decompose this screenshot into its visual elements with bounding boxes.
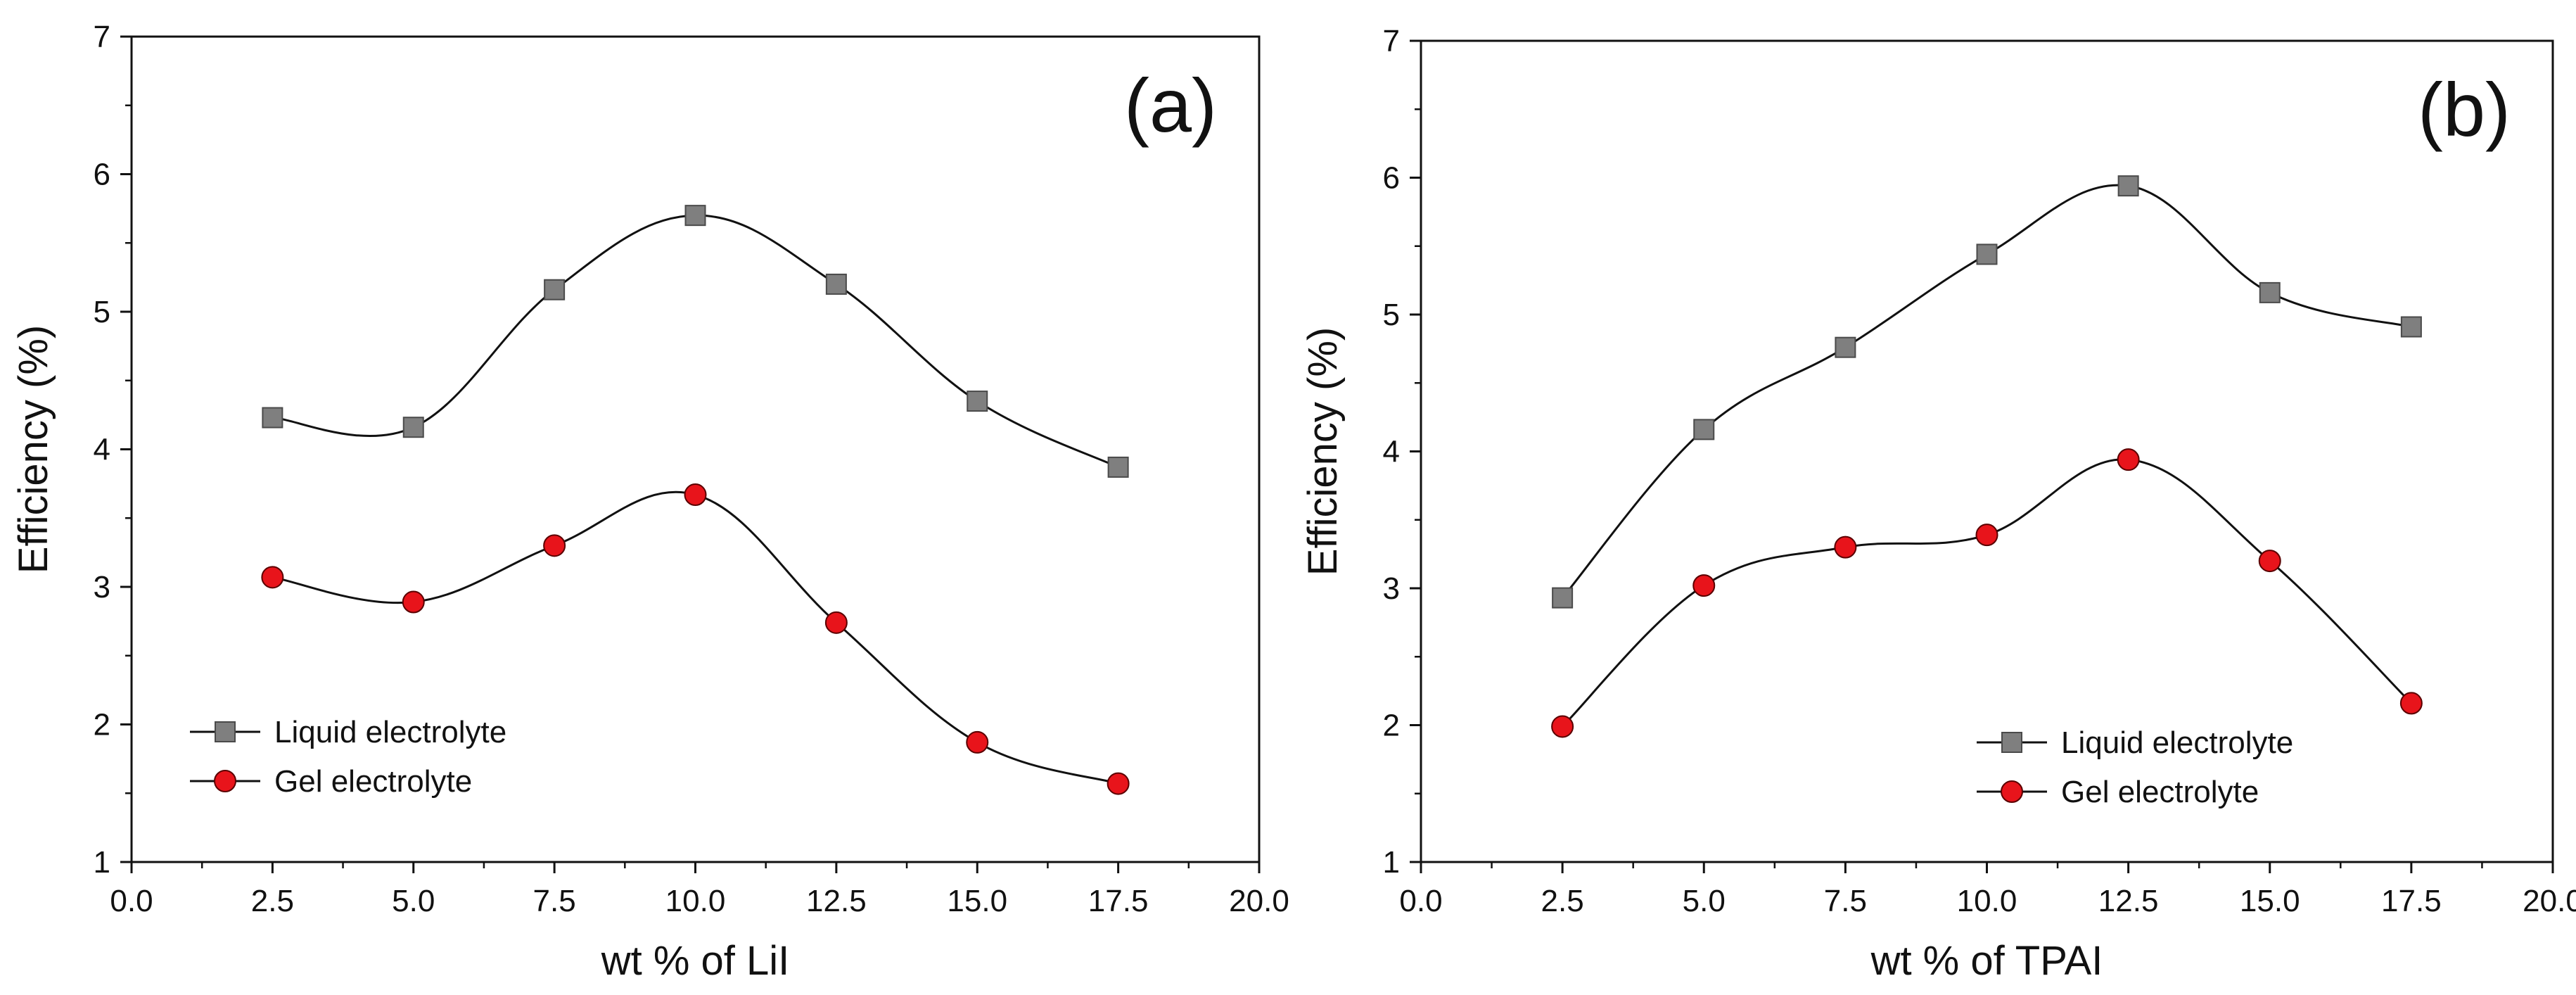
data-point-gel: [1551, 715, 1574, 738]
x-axis-title: wt % of LiI: [601, 938, 790, 984]
data-point-gel: [1834, 535, 1857, 559]
data-point-gel: [543, 534, 566, 557]
x-tick-label: 15.0: [2240, 884, 2300, 918]
panel-label: (a): [1124, 63, 1217, 148]
x-tick-label: 2.5: [251, 884, 294, 918]
y-tick-label: 4: [1383, 435, 1400, 469]
x-tick-label: 2.5: [1541, 884, 1584, 918]
x-tick-label: 10.0: [665, 884, 726, 918]
data-point-gel: [824, 611, 848, 634]
data-point-liquid: [2259, 281, 2281, 303]
y-tick-label: 5: [94, 295, 110, 329]
legend-marker-gel: [2001, 780, 2023, 803]
legend: Liquid electrolyte Gel electrolyte: [1977, 725, 2293, 809]
x-tick-label: 0.0: [1399, 884, 1442, 918]
y-axis-title: Efficiency (%): [1300, 327, 1346, 576]
x-axis-title: wt % of TPAI: [1870, 938, 2103, 984]
x-tick-label: 7.5: [1824, 884, 1867, 918]
y-tick-label: 7: [1383, 24, 1400, 58]
x-tick-label: 12.5: [2098, 884, 2159, 918]
x-tick-label: 17.5: [2381, 884, 2442, 918]
data-point-liquid: [1552, 587, 1574, 609]
y-axis-title: Efficiency (%): [11, 325, 56, 573]
data-point-gel: [261, 566, 284, 589]
legend-label: Gel electrolyte: [2061, 775, 2259, 809]
y-tick-label: 1: [94, 845, 110, 880]
legend-marker-liquid: [2001, 732, 2022, 753]
data-point-liquid: [1107, 456, 1129, 478]
data-point-liquid: [825, 273, 847, 295]
data-point-gel: [1975, 524, 1998, 547]
data-point-gel: [684, 483, 707, 507]
legend-label: Gel electrolyte: [274, 764, 472, 799]
legend-label: Liquid electrolyte: [2061, 725, 2293, 760]
x-tick-label: 7.5: [533, 884, 576, 918]
legend: Liquid electrolyte Gel electrolyte: [190, 715, 506, 799]
y-tick-label: 1: [1383, 845, 1400, 880]
x-tick-label: 20.0: [2523, 884, 2576, 918]
y-tick-label: 6: [1383, 161, 1400, 196]
data-point-gel: [1692, 574, 1716, 597]
legend-marker-gel: [214, 770, 236, 792]
y-tick-label: 3: [94, 570, 110, 604]
data-point-gel: [1107, 772, 1130, 795]
data-point-liquid: [1976, 243, 1998, 265]
series-line-liquid: [272, 214, 1119, 469]
data-point-gel: [2399, 692, 2423, 715]
chart-panel-b: 0.0 2.5 5.0 7.5 10.0 12.5 15.0 17.5 20.0 1 2 3 4 5 6 7 w…: [1300, 24, 2576, 984]
y-tick-label: 2: [1383, 709, 1400, 743]
x-tick-label: 20.0: [1229, 884, 1289, 918]
data-point-liquid: [967, 391, 988, 412]
y-tick-label: 7: [94, 20, 110, 54]
panel-label: (b): [2418, 67, 2511, 152]
x-tick-label: 12.5: [806, 884, 867, 918]
x-tick-label: 0.0: [110, 884, 153, 918]
data-point-liquid: [1693, 419, 1715, 441]
data-point-gel: [2258, 550, 2281, 573]
x-tick-label: 15.0: [947, 884, 1007, 918]
x-tick-label: 17.5: [1088, 884, 1149, 918]
x-tick-label: 10.0: [1957, 884, 2017, 918]
plot-frame: [1420, 39, 2554, 863]
y-tick-label: 4: [94, 433, 110, 467]
data-point-gel: [2117, 448, 2140, 471]
data-point-liquid: [2117, 175, 2139, 197]
legend-marker-liquid: [215, 721, 236, 742]
data-point-liquid: [544, 279, 566, 300]
data-point-gel: [966, 730, 989, 754]
y-tick-label: 2: [94, 708, 110, 742]
legend-label: Liquid electrolyte: [274, 715, 506, 749]
data-point-liquid: [2400, 316, 2422, 338]
y-tick-label: 3: [1383, 571, 1400, 606]
y-tick-label: 6: [94, 158, 110, 192]
data-point-liquid: [402, 417, 424, 438]
chart-panel-a: 0.0 2.5 5.0 7.5 10.0 12.5 15.0 17.5 20.0 1 2 3 4 5 6 7 w…: [11, 20, 1289, 984]
data-point-gel: [402, 590, 425, 614]
data-point-liquid: [1835, 336, 1856, 358]
x-tick-label: 5.0: [1683, 884, 1726, 918]
x-tick-label: 5.0: [392, 884, 435, 918]
y-tick-label: 5: [1383, 298, 1400, 332]
data-point-liquid: [684, 205, 706, 227]
series-line-gel: [1562, 458, 2412, 728]
data-point-liquid: [262, 407, 283, 429]
